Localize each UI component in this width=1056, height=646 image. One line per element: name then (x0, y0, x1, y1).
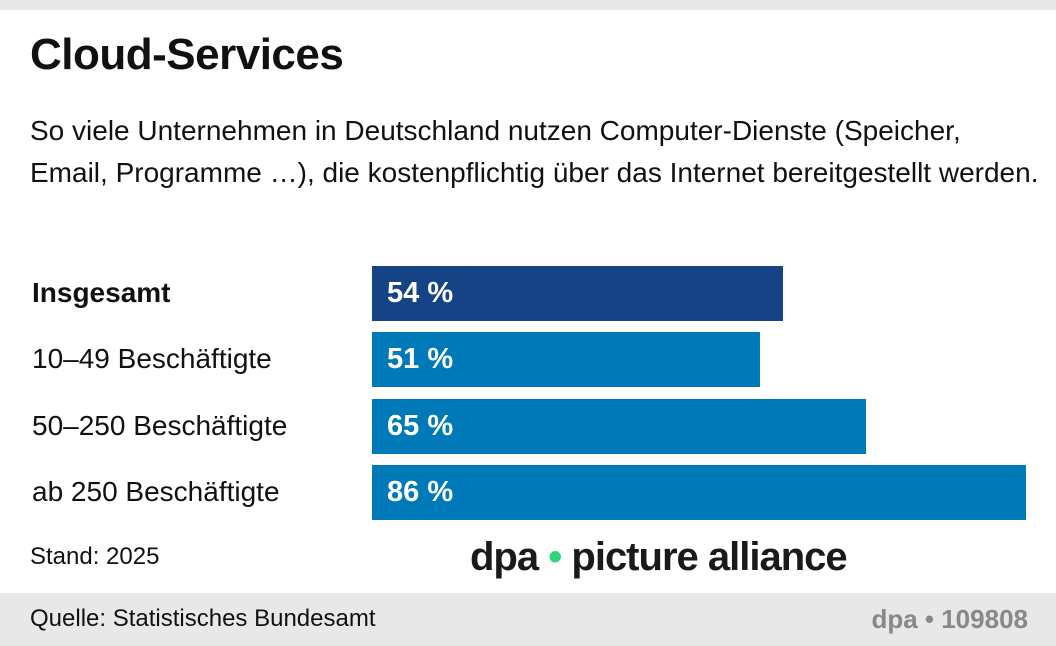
category-label: Insgesamt (32, 277, 171, 308)
source-note: Quelle: Statistisches Bundesamt (30, 605, 376, 632)
bar (372, 399, 867, 454)
footer-band: Quelle: Statistisches Bundesamt dpa • 10… (0, 593, 1056, 646)
bar (372, 465, 1026, 520)
bar (372, 266, 783, 321)
watermark-text-right: picture alliance (571, 535, 847, 579)
watermark-logo: dpa • picture alliance (470, 532, 848, 582)
category-label: 50–250 Beschäftigte (32, 410, 288, 441)
watermark-dot: • (548, 535, 562, 579)
chart-title: Cloud-Services (30, 30, 344, 79)
bar (372, 332, 760, 387)
stand-note: Stand: 2025 (30, 543, 160, 570)
top-band (0, 0, 1056, 10)
value-label: 54 % (387, 277, 454, 309)
value-label: 51 % (387, 343, 454, 375)
category-label: 10–49 Beschäftigte (32, 343, 272, 374)
credit: dpa • 109808 (871, 604, 1028, 634)
watermark-text-left: dpa (470, 535, 539, 579)
category-label: ab 250 Beschäftigte (32, 476, 280, 507)
value-label: 65 % (387, 410, 454, 442)
value-label: 86 % (387, 476, 454, 508)
chart-subtitle: So viele Unternehmen in Deutschland nutz… (30, 115, 1039, 188)
